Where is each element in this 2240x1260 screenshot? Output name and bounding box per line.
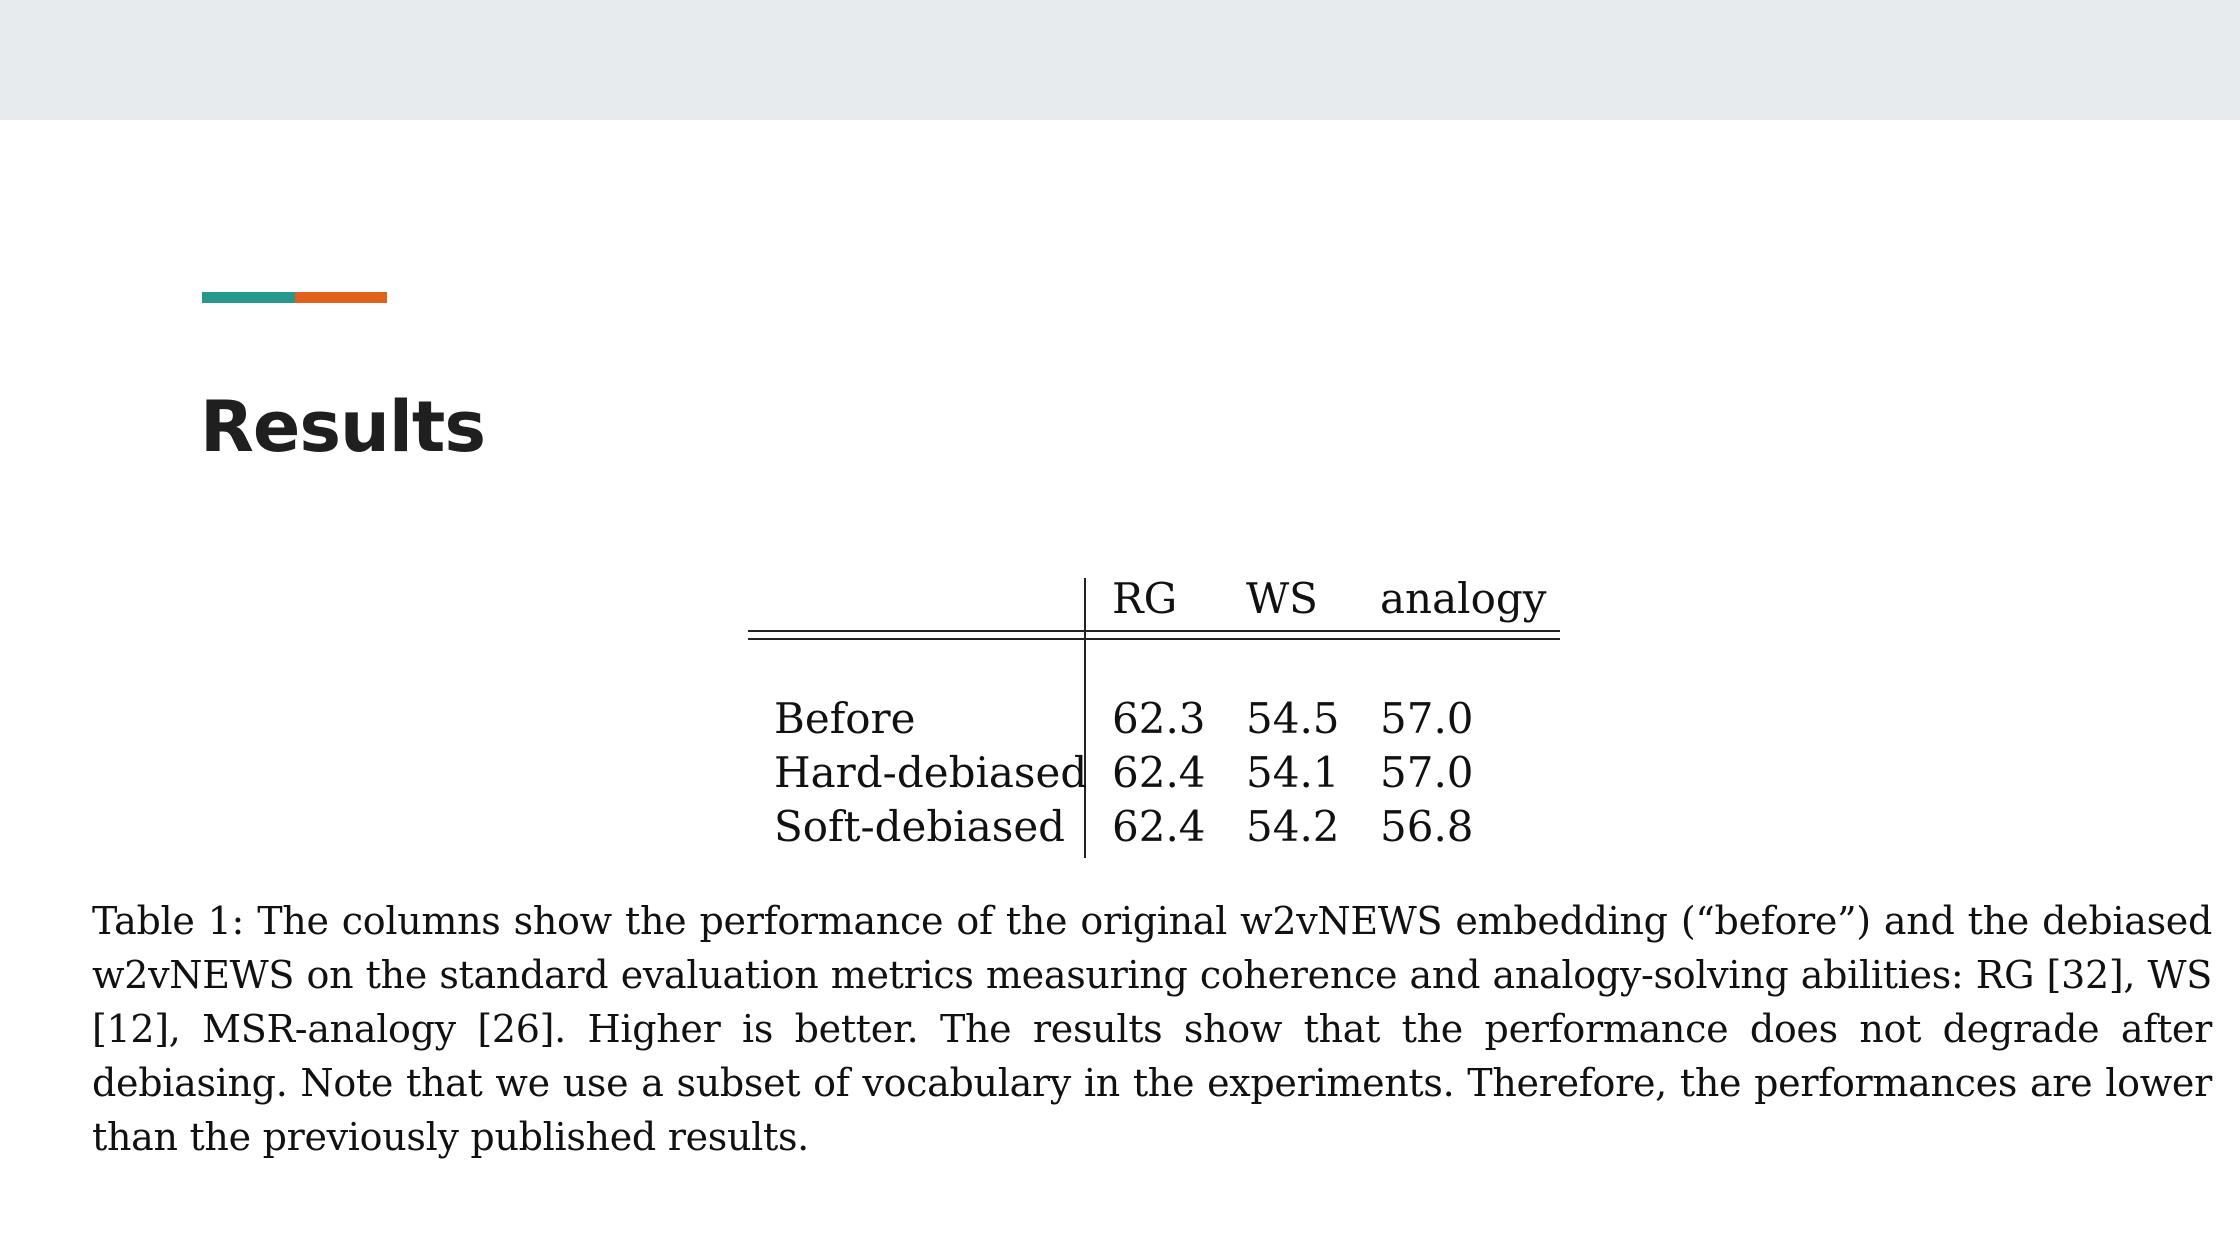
table-header-rule (748, 630, 1560, 632)
table-cell: 62.4 (1112, 802, 1206, 851)
table-vertical-rule (1084, 578, 1086, 858)
slide-canvas (0, 120, 2240, 1260)
table-cell: 56.8 (1380, 802, 1474, 851)
table-cell: 54.1 (1246, 748, 1340, 797)
table-caption: Table 1: The columns show the performanc… (92, 899, 2212, 1159)
table-cell: 54.2 (1246, 802, 1340, 851)
slide-title: Results (200, 386, 486, 468)
column-header-rg: RG (1112, 574, 1178, 623)
title-accent-orange (295, 292, 387, 303)
table-cell: 62.3 (1112, 694, 1206, 743)
table-cell: 57.0 (1380, 748, 1474, 797)
top-band (0, 0, 2240, 120)
column-header-analogy: analogy (1380, 574, 1547, 623)
table-header-rule (748, 638, 1560, 640)
table-cell: 54.5 (1246, 694, 1340, 743)
column-header-ws: WS (1246, 574, 1318, 623)
row-label-before: Before (774, 694, 916, 743)
table-cell: 57.0 (1380, 694, 1474, 743)
title-accent-teal (202, 292, 295, 303)
row-label-soft-debiased: Soft-debiased (774, 802, 1066, 851)
table-cell: 62.4 (1112, 748, 1206, 797)
row-label-hard-debiased: Hard-debiased (774, 748, 1088, 797)
